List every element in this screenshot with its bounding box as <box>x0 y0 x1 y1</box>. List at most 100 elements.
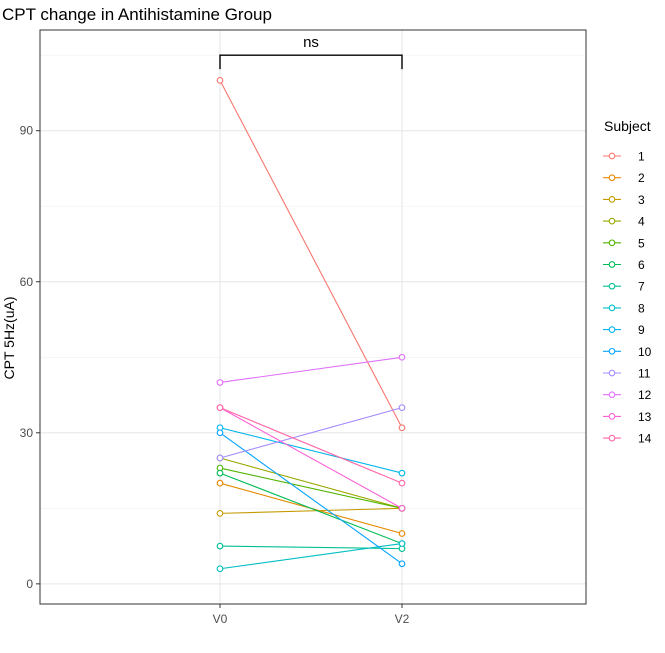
series-line <box>219 427 403 474</box>
data-point <box>216 77 224 84</box>
legend-item-4: 4 <box>603 215 645 229</box>
data-point <box>398 479 406 487</box>
data-point <box>216 454 224 462</box>
series-line <box>219 457 403 509</box>
legend-item-6: 6 <box>603 258 645 272</box>
series-line <box>219 80 403 429</box>
data-point <box>398 540 406 547</box>
legend-key-point <box>608 196 616 203</box>
legend-label: 5 <box>638 236 645 250</box>
series-layer <box>216 77 406 573</box>
data-point <box>398 504 406 512</box>
series-subject-8 <box>216 540 406 573</box>
series-subject-11 <box>216 404 406 462</box>
data-point <box>216 404 224 411</box>
legend-item-10: 10 <box>603 345 652 359</box>
legend-title: Subject <box>604 118 651 134</box>
legend-label: 6 <box>638 258 645 272</box>
data-point <box>398 353 406 361</box>
legend-key-point <box>608 347 616 355</box>
legend-label: 10 <box>638 345 652 359</box>
x-tick-label: V2 <box>395 612 410 626</box>
chart-title: CPT change in Antihistamine Group <box>2 5 272 24</box>
series-subject-14 <box>216 404 406 487</box>
legend-key-point <box>608 217 616 225</box>
legend-item-12: 12 <box>603 388 652 402</box>
data-point <box>216 565 224 573</box>
legend-item-13: 13 <box>603 410 652 424</box>
legend-key-point <box>608 239 616 247</box>
data-point <box>398 424 406 432</box>
legend-label: 4 <box>638 215 645 229</box>
data-point <box>216 510 224 517</box>
panel-border <box>39 29 587 605</box>
significance-line <box>219 54 403 70</box>
series-line <box>219 507 403 514</box>
data-point <box>398 404 406 411</box>
y-axis-label: CPT 5Hz(uA) <box>1 297 17 380</box>
data-point <box>216 379 224 386</box>
legend-key-point <box>608 261 616 268</box>
legend-item-14: 14 <box>603 432 652 446</box>
data-point <box>216 479 224 487</box>
data-point <box>398 469 406 477</box>
legend-item-5: 5 <box>603 236 645 250</box>
series-line <box>219 407 403 484</box>
series-line <box>219 407 403 459</box>
series-subject-12 <box>216 353 406 386</box>
series-line <box>219 407 403 509</box>
series-line <box>219 432 403 565</box>
legend-item-11: 11 <box>603 367 651 381</box>
series-line <box>219 543 403 570</box>
legend-item-9: 9 <box>603 323 645 337</box>
y-tick-label: 60 <box>20 275 34 289</box>
legend-key-point <box>608 304 616 312</box>
legend-key-point <box>608 434 616 442</box>
legend-item-1: 1 <box>603 150 645 164</box>
legend-item-8: 8 <box>603 301 645 315</box>
data-point <box>398 530 406 537</box>
legend-key-point <box>608 413 616 420</box>
significance-bracket: ns <box>219 34 403 70</box>
legend-label: 9 <box>638 323 645 337</box>
legend-item-7: 7 <box>603 280 645 294</box>
legend-label: 13 <box>638 410 652 424</box>
series-line <box>219 472 403 545</box>
plot-panel <box>40 30 586 604</box>
significance-label: ns <box>303 34 319 51</box>
legend-key-point <box>608 174 616 182</box>
legend-label: 11 <box>638 367 651 381</box>
y-tick-label: 90 <box>20 124 34 138</box>
legend-key-point <box>608 369 616 377</box>
legend-label: 8 <box>638 301 645 315</box>
axes: 0 30 60 90 V0 V2 <box>20 29 587 626</box>
legend-key-point <box>608 391 616 399</box>
panel-background <box>40 30 586 604</box>
series-subject-9 <box>216 424 406 477</box>
legend-key-point <box>608 326 616 333</box>
legend-item-3: 3 <box>603 193 645 207</box>
data-point <box>398 560 406 568</box>
legend-label: 3 <box>638 193 645 207</box>
x-tick-label: V0 <box>213 612 228 626</box>
series-line <box>219 356 403 384</box>
legend-label: 1 <box>638 150 645 164</box>
legend-label: 12 <box>638 388 652 402</box>
legend-key-point <box>608 152 616 160</box>
legend-key-point <box>608 282 616 290</box>
data-point <box>216 542 224 550</box>
y-tick-label: 0 <box>26 577 33 591</box>
data-point <box>216 429 224 437</box>
legend-label: 7 <box>638 280 645 294</box>
series-line <box>219 467 403 509</box>
legend-label: 2 <box>638 171 645 185</box>
series-subject-1 <box>216 77 406 432</box>
legend-item-2: 2 <box>603 171 645 185</box>
legend-label: 14 <box>638 432 652 446</box>
y-tick-label: 30 <box>20 426 34 440</box>
series-subject-10 <box>216 429 406 568</box>
data-point <box>216 469 224 477</box>
